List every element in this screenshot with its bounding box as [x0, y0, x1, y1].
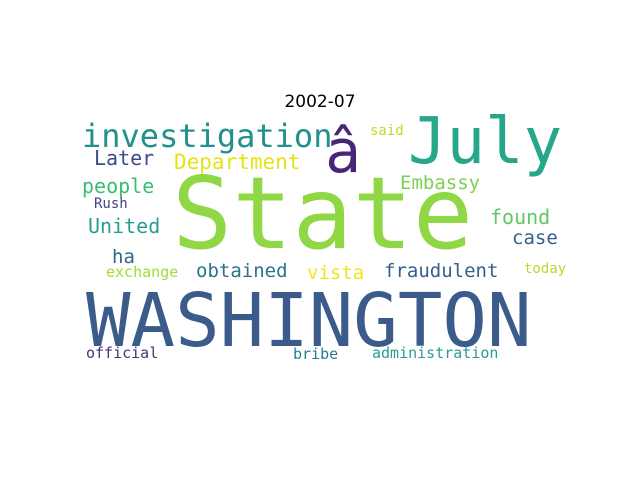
- word-department: Department: [174, 150, 301, 174]
- word-united: United: [88, 214, 161, 238]
- word-official: official: [86, 344, 159, 362]
- word-said: said: [370, 123, 404, 139]
- word-state: State: [172, 155, 474, 272]
- word-embassy: Embassy: [400, 172, 481, 194]
- word-fraudulent: fraudulent: [384, 260, 499, 282]
- word-today: today: [524, 261, 567, 277]
- chart-title: 2002-07: [284, 92, 356, 112]
- word-case: case: [512, 227, 558, 249]
- word-a-circumflex: â: [325, 117, 362, 187]
- word-obtained: obtained: [196, 260, 288, 282]
- word-cloud: investigation said â July Later Departme…: [80, 110, 570, 364]
- word-rush: Rush: [94, 196, 128, 212]
- word-ha: ha: [112, 246, 135, 268]
- word-washington: WASHINGTON: [86, 278, 532, 364]
- word-bribe: bribe: [293, 345, 339, 363]
- word-july: July: [408, 105, 563, 179]
- word-later: Later: [94, 146, 155, 170]
- word-administration: administration: [372, 344, 499, 362]
- word-exchange: exchange: [106, 263, 179, 281]
- word-vista: vista: [307, 262, 365, 284]
- word-found: found: [490, 205, 551, 229]
- word-investigation: investigation: [82, 117, 333, 155]
- word-people: people: [82, 174, 155, 198]
